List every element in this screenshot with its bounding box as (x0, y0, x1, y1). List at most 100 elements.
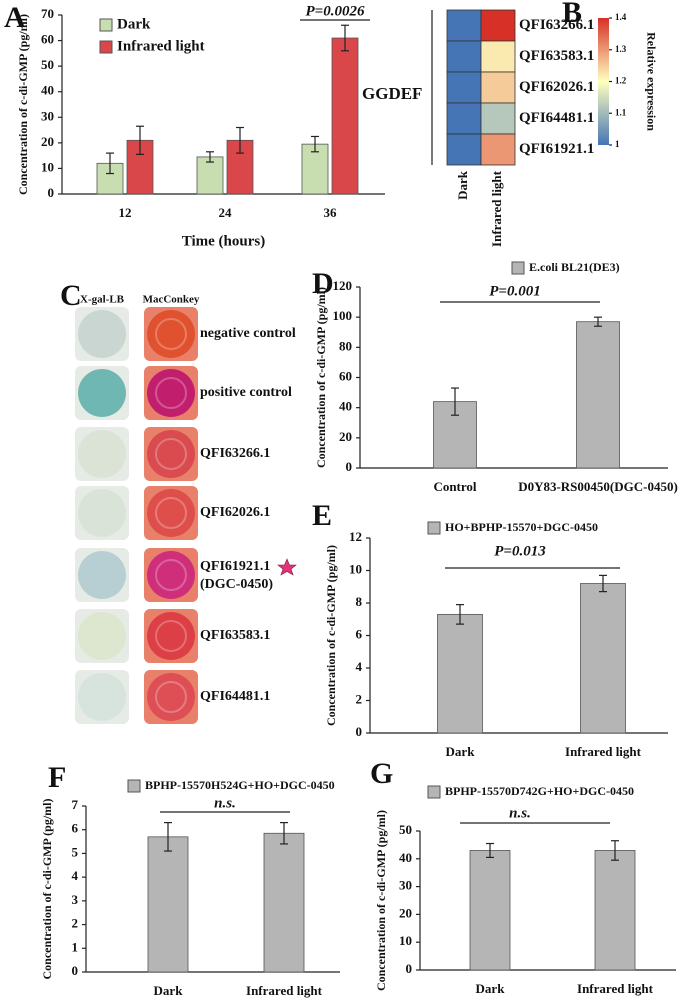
error-bar (594, 316, 602, 327)
panel-label: E (312, 499, 332, 532)
x-tick-label: 24 (219, 205, 233, 220)
maconkey-colony-center (155, 318, 187, 350)
legend-swatch (99, 18, 113, 32)
y-tick-label: 0 (356, 724, 363, 739)
y-tick-label: 20 (339, 429, 352, 444)
annotation: n.s. (214, 795, 236, 811)
y-tick-label: 8 (356, 594, 363, 609)
xgal-colony (78, 310, 126, 358)
plate-label: negative control (200, 326, 296, 341)
row-label: QFI62026.1 (519, 79, 594, 95)
error-bar (136, 125, 144, 155)
row-label: QFI63583.1 (519, 48, 594, 64)
xgal-colony (78, 369, 126, 417)
bar (301, 143, 329, 195)
heatmap-cell (446, 102, 482, 135)
heatmap-cell (446, 40, 482, 73)
xgal-colony (78, 430, 126, 478)
error-bar (341, 24, 349, 52)
legend-swatch (427, 785, 441, 799)
legend-label: Infrared light (117, 38, 205, 54)
plate-header: X-gal-LB (80, 294, 125, 306)
error-bar (311, 135, 319, 153)
error-bar (280, 821, 288, 845)
plate-label: QFI61921.1 (200, 559, 270, 574)
x-tick-label: Dark (154, 983, 184, 998)
y-tick-label: 60 (41, 32, 54, 47)
colorbar-tick-label: 1.4 (615, 12, 627, 22)
bar (576, 321, 620, 469)
x-tick-label: Control (433, 479, 476, 494)
panel-label: F (48, 761, 66, 794)
panel-label: D (312, 267, 334, 300)
heatmap-cell (480, 133, 516, 166)
plate-label: positive control (200, 385, 292, 400)
heatmap-cell (446, 133, 482, 166)
plate-sublabel: (DGC-0450) (200, 577, 273, 592)
error-bar (451, 387, 459, 416)
y-tick-label: 2 (72, 916, 79, 931)
error-bar (164, 821, 172, 852)
plate-label: QFI64481.1 (200, 689, 270, 704)
maconkey-colony-center (155, 438, 187, 470)
y-axis-label: Concentration of c-di-GMP (pg/ml) (374, 810, 388, 991)
y-tick-label: 0 (72, 963, 79, 978)
y-tick-label: 80 (339, 338, 352, 353)
x-axis-label: Time (hours) (182, 233, 265, 249)
row-label: QFI63266.1 (519, 17, 594, 33)
maconkey-colony-center (155, 620, 187, 652)
y-tick-label: 10 (41, 159, 54, 174)
y-tick-label: 3 (72, 892, 79, 907)
y-tick-label: 120 (333, 278, 353, 293)
heatmap-cell (480, 40, 516, 73)
panel-label: G (370, 757, 393, 790)
error-bar (486, 842, 494, 859)
legend-label: BPHP-15570D742G+HO+DGC-0450 (445, 784, 634, 798)
x-tick-label: D0Y83-RS00450(DGC-0450) (518, 479, 678, 494)
bar (263, 832, 305, 973)
y-tick-label: 6 (356, 626, 363, 641)
panel-label: C (60, 279, 82, 312)
x-tick-label: Dark (446, 744, 476, 759)
y-tick-label: 100 (333, 308, 353, 323)
plate-label: QFI63583.1 (200, 628, 270, 643)
y-axis-label: Concentration of c-di-GMP (pg/ml) (40, 799, 54, 980)
y-tick-label: 0 (406, 961, 413, 976)
panel-label: A (4, 1, 26, 34)
y-tick-label: 40 (41, 83, 54, 98)
x-tick-label: Infrared light (565, 744, 642, 759)
row-label: QFI64481.1 (519, 110, 594, 126)
maconkey-colony-center (155, 559, 187, 591)
colorbar-tick-label: 1 (615, 139, 620, 149)
y-tick-label: 5 (72, 844, 79, 859)
legend-label: BPHP-15570H524G+HO+DGC-0450 (145, 778, 335, 792)
xgal-colony (78, 489, 126, 537)
colorbar (598, 18, 609, 145)
bar (469, 850, 511, 971)
heatmap-cell (480, 102, 516, 135)
heatmap-cell (446, 9, 482, 42)
annotation: P=0.013 (494, 543, 546, 559)
annotation: n.s. (509, 805, 531, 821)
y-axis-label: Concentration of c-di-GMP (pg/ml) (314, 287, 328, 468)
plate-label: QFI62026.1 (200, 505, 270, 520)
y-tick-label: 0 (48, 185, 55, 200)
x-tick-label: 12 (119, 205, 132, 220)
plate-label: QFI63266.1 (200, 446, 270, 461)
heatmap-cell (480, 9, 516, 42)
y-tick-label: 10 (399, 933, 412, 948)
star-icon (277, 558, 297, 576)
group-label: GGDEF (362, 84, 422, 103)
error-bar (456, 604, 464, 625)
x-tick-label: Infrared light (577, 981, 654, 996)
xgal-colony (78, 612, 126, 660)
y-axis-label: Concentration of c-di-GMP (pg/ml) (324, 545, 338, 726)
y-tick-label: 30 (399, 878, 412, 893)
colorbar-tick-label: 1.3 (615, 44, 627, 54)
x-tick-label: Infrared light (246, 983, 323, 998)
y-tick-label: 1 (72, 939, 79, 954)
error-bar (611, 840, 619, 861)
y-tick-label: 50 (41, 57, 54, 72)
y-tick-label: 4 (72, 868, 79, 883)
